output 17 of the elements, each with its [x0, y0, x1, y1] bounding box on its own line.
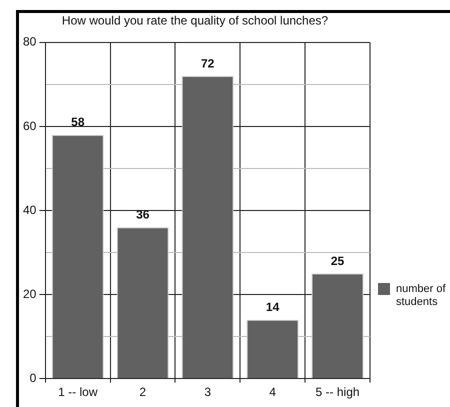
- x-tick-label: 2: [139, 385, 146, 400]
- data-label: 25: [330, 254, 345, 268]
- x-tick-label: 1 -- low: [58, 385, 98, 400]
- data-label: 14: [266, 300, 280, 314]
- y-tick-label: 20: [22, 286, 37, 301]
- legend-label: number of students: [396, 283, 447, 309]
- x-tick-label: 5 -- high: [316, 385, 360, 400]
- y-tick-label: 40: [22, 202, 37, 217]
- x-tick-label: 4: [269, 385, 276, 400]
- chart-title: How would you rate the quality of school lunches?: [62, 14, 328, 28]
- y-tick-label: 0: [30, 370, 37, 385]
- data-label: 58: [71, 115, 85, 130]
- data-label: 72: [200, 56, 215, 70]
- y-tick-label: 60: [22, 118, 37, 133]
- y-tick-label: 80: [22, 34, 37, 49]
- data-label: 36: [136, 208, 150, 222]
- x-tick-label: 3: [204, 385, 212, 400]
